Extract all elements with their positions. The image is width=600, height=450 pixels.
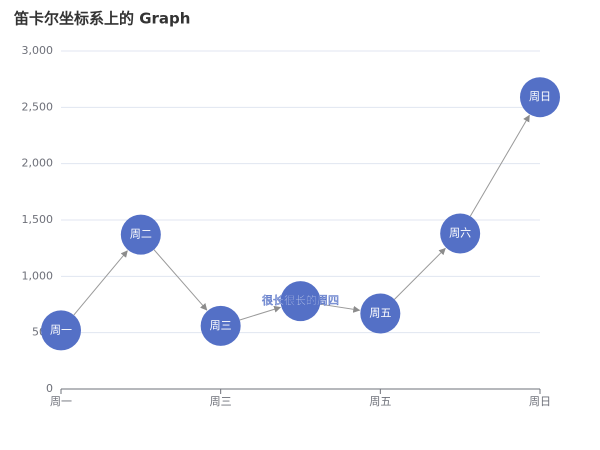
- node-label: 周五: [369, 307, 391, 320]
- y-tick-label: 2,500: [22, 100, 54, 113]
- y-tick-label: 3,000: [22, 44, 54, 57]
- edge: [239, 305, 282, 321]
- chart-title: 笛卡尔坐标系上的 Graph: [13, 10, 190, 28]
- node-label: 周二: [130, 228, 152, 241]
- edge: [394, 247, 446, 300]
- edge: [469, 114, 530, 217]
- edge: [320, 303, 361, 313]
- node-label: 周一: [50, 323, 72, 336]
- node-label: 很长很长的周四: [262, 293, 339, 307]
- node: [520, 77, 560, 118]
- node-label: 周日: [529, 90, 551, 103]
- node-label: 周三: [210, 319, 232, 332]
- y-tick-label: 1,000: [22, 269, 54, 282]
- node: [280, 281, 321, 322]
- x-tick-label: 周三: [210, 395, 232, 408]
- node: [360, 293, 401, 334]
- x-tick-label: 周日: [529, 395, 551, 408]
- node: [120, 214, 161, 255]
- x-tick-label: 周五: [369, 395, 391, 408]
- node: [200, 305, 241, 346]
- edge: [73, 250, 128, 316]
- node-label: 周六: [449, 227, 471, 240]
- node: [41, 310, 81, 351]
- y-tick-label: 1,500: [22, 213, 54, 226]
- y-tick-label: 0: [46, 382, 53, 395]
- edge: [153, 249, 208, 311]
- y-tick-label: 2,000: [22, 157, 54, 170]
- x-tick-label: 周一: [50, 395, 72, 408]
- node: [440, 213, 481, 254]
